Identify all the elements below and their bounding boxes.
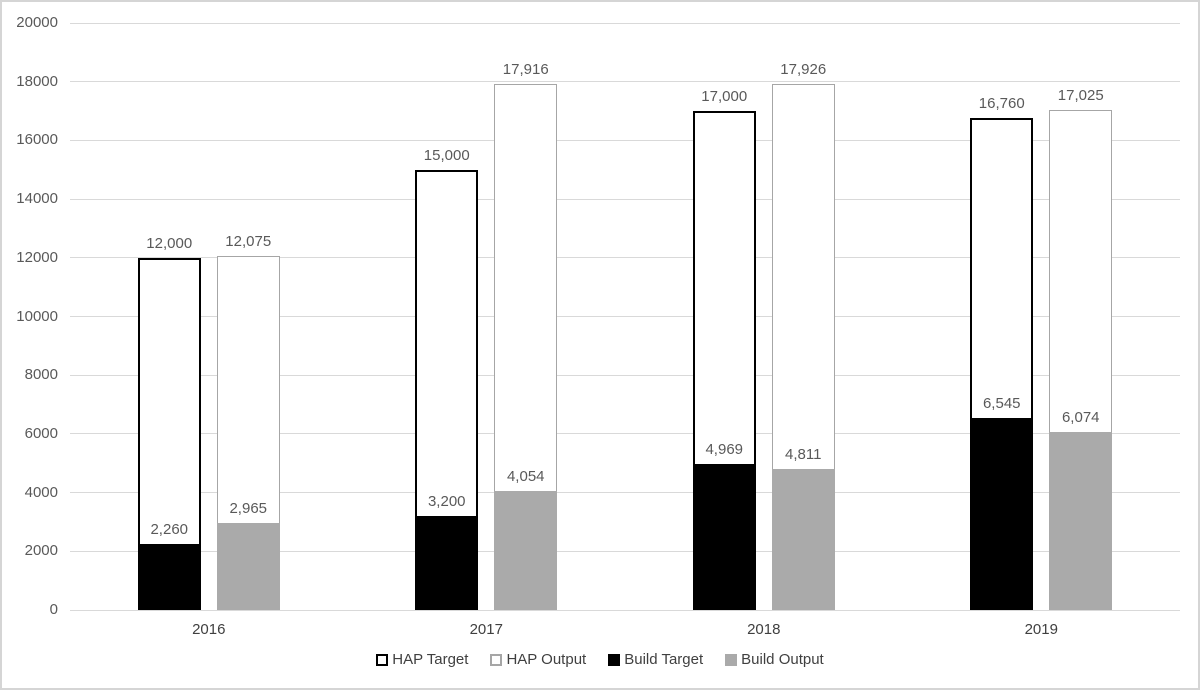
gridline	[70, 198, 1180, 200]
data-label-hap-target-2017: 15,000	[423, 146, 470, 164]
legend-label: HAP Output	[506, 651, 587, 668]
bar-build-target-2017	[415, 516, 479, 610]
gridline	[70, 81, 1180, 83]
data-label-build-output-2017: 4,054	[506, 468, 545, 485]
y-axis-tick-label: 2000	[24, 542, 58, 560]
legend-marker-build-target	[608, 653, 621, 666]
legend-item-build-target: Build Target	[608, 651, 703, 668]
x-axis-tick-label: 2016	[192, 621, 226, 638]
x-axis-tick-label: 2018	[747, 621, 781, 638]
gridline	[70, 316, 1180, 317]
y-axis-tick-label: 14000	[16, 190, 58, 208]
y-axis-tick-label: 18000	[16, 72, 58, 90]
gridline	[70, 257, 1180, 259]
bar-build-output-2019	[1049, 431, 1113, 610]
legend: HAP Target HAP Output Build Target Build Ou…	[2, 651, 1198, 668]
gridline	[70, 139, 1180, 141]
legend-item-hap-target: HAP Target	[376, 651, 468, 668]
gridline	[70, 433, 1180, 435]
y-axis-tick-label: 0	[49, 601, 58, 618]
bar-build-output-2016	[216, 522, 280, 610]
gridline	[70, 492, 1180, 494]
legend-marker-hap-target	[376, 653, 389, 666]
data-label-build-output-2018: 4,811	[785, 445, 822, 463]
data-label-hap-output-2016: 12,075	[225, 232, 272, 250]
x-axis-tick-label: 2019	[1024, 621, 1058, 638]
bar-build-target-2019	[970, 417, 1034, 610]
data-label-hap-output-2018: 17,926	[780, 60, 827, 78]
y-axis-tick-label: 8000	[24, 366, 58, 384]
bar-build-output-2018	[771, 468, 835, 610]
gridline	[70, 22, 1180, 24]
y-axis-tick-label: 4000	[24, 483, 58, 501]
y-axis-tick-label: 6000	[24, 424, 58, 442]
gridline	[70, 550, 1180, 552]
y-axis-tick-label: 10000	[16, 307, 58, 325]
data-label-hap-target-2016: 12,000	[146, 234, 193, 252]
data-label-hap-output-2017: 17,916	[502, 61, 549, 79]
bar-build-target-2018	[692, 464, 756, 610]
data-label-build-output-2016: 2,965	[229, 499, 268, 517]
data-label-hap-target-2018: 17,000	[701, 88, 748, 106]
legend-label: Build Output	[741, 651, 824, 668]
data-label-build-target-2018: 4,969	[705, 441, 744, 459]
data-label-build-target-2016: 2,260	[150, 520, 189, 538]
legend-item-hap-output: HAP Output	[490, 651, 586, 668]
gridline	[70, 609, 1180, 611]
gridline	[70, 374, 1180, 376]
data-label-build-output-2019: 6,074	[1061, 408, 1100, 426]
x-axis-tick-label: 2017	[469, 621, 503, 638]
bar-build-target-2016	[137, 543, 201, 610]
legend-item-build-output: Build Output	[725, 651, 824, 668]
legend-marker-build-output	[725, 653, 738, 666]
bar-build-output-2017	[494, 491, 558, 610]
data-label-build-target-2017: 3,200	[427, 493, 466, 511]
y-axis-tick-label: 20000	[16, 14, 58, 31]
legend-marker-hap-output	[490, 653, 503, 666]
y-axis-tick-label: 16000	[16, 131, 58, 149]
data-label-build-target-2019: 6,545	[982, 394, 1021, 412]
y-axis-tick-label: 12000	[16, 248, 58, 266]
data-label-hap-target-2019: 16,760	[978, 95, 1025, 113]
legend-label: Build Target	[624, 651, 704, 668]
data-label-hap-output-2019: 17,025	[1057, 87, 1104, 105]
legend-label: HAP Target	[392, 651, 469, 668]
